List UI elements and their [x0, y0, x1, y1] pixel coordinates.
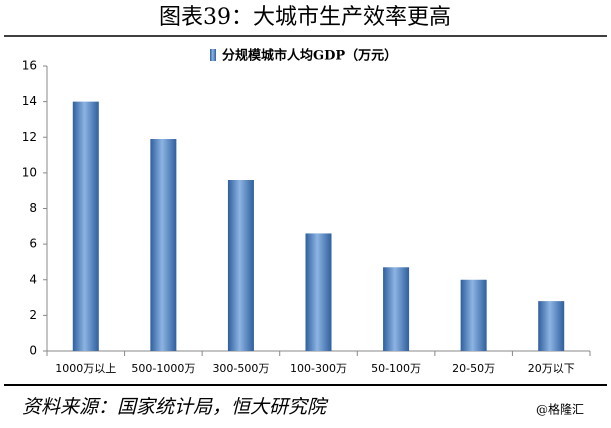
- y-tick-label: 6: [29, 237, 37, 251]
- bar: [150, 139, 177, 351]
- y-tick-label: 8: [29, 201, 37, 215]
- source: 资料来源：国家统计局，恒大研究院: [22, 396, 329, 418]
- x-tick-label: 50-100万: [371, 362, 421, 375]
- y-tick-label: 12: [22, 130, 37, 144]
- x-tick-label: 1000万以上: [55, 362, 116, 375]
- bar: [305, 233, 332, 351]
- bar: [227, 180, 254, 351]
- y-tick-label: 14: [22, 94, 37, 108]
- bar: [383, 267, 410, 351]
- x-tick-label: 300-500万: [212, 362, 269, 375]
- y-tick-label: 2: [29, 308, 37, 322]
- y-tick-label: 10: [22, 165, 37, 179]
- x-tick-label: 500-1000万: [131, 362, 195, 375]
- x-tick-label: 100-300万: [290, 362, 347, 375]
- bar: [538, 301, 565, 351]
- y-tick-label: 0: [29, 344, 37, 358]
- bar: [72, 101, 99, 351]
- y-tick-label: 16: [22, 59, 37, 73]
- watermark: @格隆汇: [536, 402, 584, 417]
- y-tick-label: 4: [29, 272, 37, 286]
- legend-label: 分规模城市人均GDP（万元）: [222, 48, 397, 64]
- chart-title: 图表39：大城市生产效率更高: [159, 5, 451, 30]
- x-tick-label: 20-50万: [452, 362, 495, 375]
- legend-swatch: [210, 49, 216, 61]
- x-tick-label: 20万以下: [528, 362, 575, 375]
- bar: [460, 279, 487, 351]
